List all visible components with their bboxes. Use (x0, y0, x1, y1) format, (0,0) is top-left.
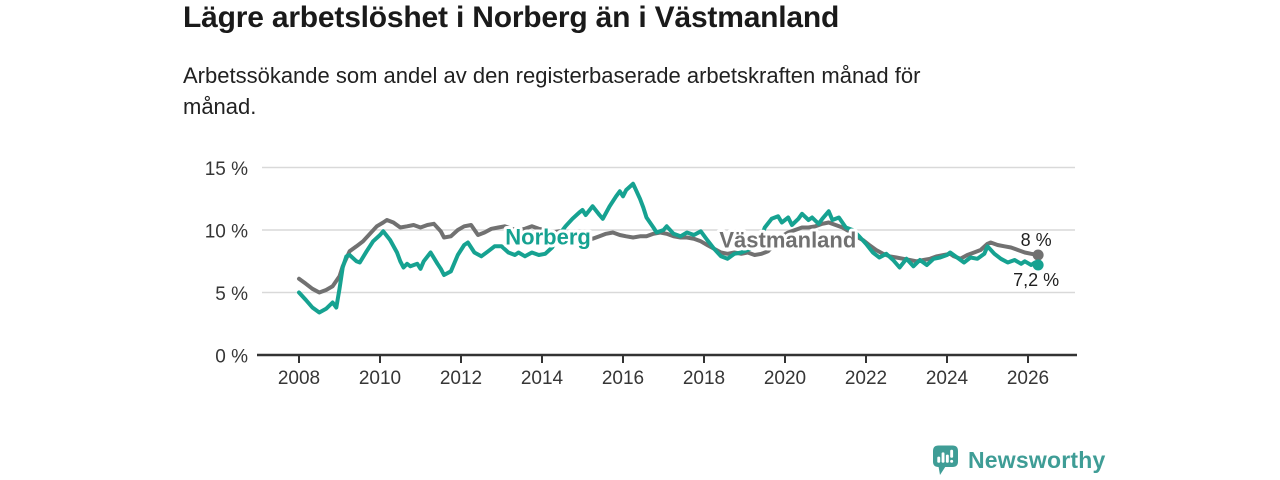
speech-bubble-shape (933, 445, 958, 475)
logo-bars (937, 449, 954, 463)
y-tick-label: 5 % (215, 284, 248, 305)
newsworthy-logo-text: Newsworthy (968, 447, 1106, 473)
y-axis-labels: 0 % 5 % 10 % 15 % (205, 159, 248, 368)
x-axis-ticks: 2008 2010 2012 2014 2016 2018 2020 2022 2024 2026 (278, 356, 1049, 389)
y-tick-label: 0 % (215, 347, 248, 368)
norberg-line (297, 181, 1041, 315)
x-tick-label: 2026 (1007, 368, 1049, 389)
vastmanland-end-value: 8 % (1021, 230, 1052, 250)
chart-title: Lägre arbetslöshet i Norberg än i Västma… (183, 1, 840, 34)
x-tick-label: 2016 (602, 368, 644, 389)
norberg-end-value: 7,2 % (1013, 270, 1059, 290)
x-tick-label: 2012 (440, 368, 482, 389)
x-tick-label: 2014 (521, 368, 564, 389)
y-tick-label: 10 % (205, 222, 248, 243)
chart-subtitle: Arbetssökande som andel av den registerb… (183, 63, 921, 119)
series-layer: Västmanland 8 % Norberg 7,2 % (297, 181, 1059, 315)
norberg-end-dot (1032, 259, 1044, 271)
x-tick-label: 2018 (683, 368, 725, 389)
vastmanland-end-dot (1032, 249, 1044, 261)
x-tick-label: 2020 (764, 368, 806, 389)
newsworthy-logo: Newsworthy (932, 445, 1105, 476)
x-tick-label: 2008 (278, 368, 320, 389)
norberg-series-label: Norberg (505, 224, 591, 249)
x-tick-label: 2022 (845, 368, 887, 389)
x-tick-label: 2010 (359, 368, 401, 389)
vastmanland-series-label: Västmanland (719, 228, 856, 253)
x-tick-label: 2024 (926, 368, 969, 389)
y-tick-label: 15 % (205, 159, 248, 180)
bar-chart-speech-bubble-icon (933, 445, 958, 475)
